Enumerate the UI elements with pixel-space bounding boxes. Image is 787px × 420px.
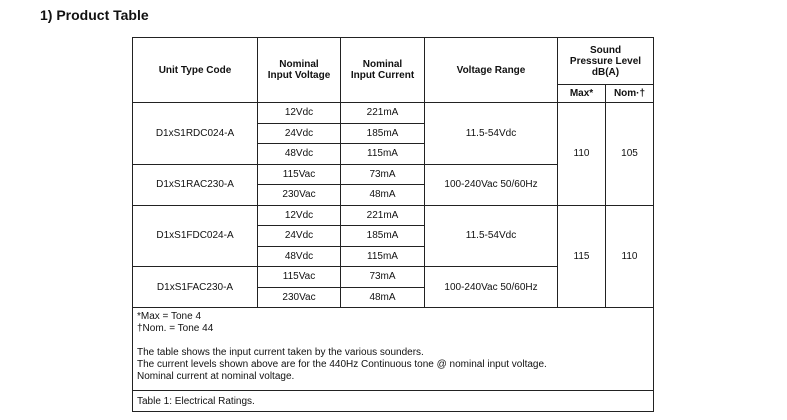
voltage: 115Vac [257,266,341,288]
header-nom: Nom·† [604,84,655,103]
header-nominal-input-current: Nominal Input Current [340,37,425,103]
table-row: 24Vdc 185mA [133,225,654,247]
current: 73mA [340,266,425,288]
section-title: 1) Product Table [40,7,149,23]
voltage-range: 100-240Vac 50/60Hz [424,163,558,206]
current: 73mA [340,163,425,185]
header-unit-type-code: Unit Type Code [132,37,258,103]
note-line-3: Nominal current at nominal voltage. [137,371,295,382]
table-row: D1xS1FDC024-A 12Vdc 221mA 11.5-54Vdc 115… [132,204,655,308]
current: 115mA [340,245,425,267]
unit-code: D1xS1FAC230-A [132,266,258,308]
unit-code: D1xS1RDC024-A [132,102,258,165]
note-line-1: The table shows the input current taken … [137,347,424,358]
table-row: 48Vdc 115mA [133,143,654,165]
header-sound-pressure-level: Sound Pressure Level dB(A) [556,37,655,85]
current: 48mA [340,184,425,206]
current: 185mA [340,225,425,247]
voltage: 115Vac [257,163,341,185]
header-voltage-range: Voltage Range [424,37,558,103]
voltage: 48Vdc [257,245,341,267]
unit-code: D1xS1RAC230-A [132,163,258,206]
table-row: 24Vdc 185mA [133,122,654,144]
voltage: 48Vdc [257,143,341,165]
voltage: 12Vdc [257,204,341,226]
table-row: D1xS1RDC024-A 12Vdc 221mA 11.5-54Vdc 110… [132,102,655,206]
voltage: 24Vdc [257,122,341,144]
product-table: Unit Type Code Nominal Input Voltage Nomi… [131,37,655,412]
table-row: 230Vac 48mA [133,286,654,308]
unit-code: D1xS1FDC024-A [132,204,258,267]
current: 185mA [340,122,425,144]
voltage: 24Vdc [257,225,341,247]
header-nominal-input-voltage: Nominal Input Voltage [257,37,341,103]
current: 221mA [340,102,425,124]
nom-definition: †Nom. = Tone 44 [137,323,214,334]
voltage: 230Vac [257,184,341,206]
voltage-range: 100-240Vac 50/60Hz [424,266,558,308]
voltage-range: 11.5-54Vdc [424,102,558,165]
voltage: 230Vac [257,286,341,308]
current: 115mA [340,143,425,165]
voltage: 12Vdc [257,102,341,124]
note-line-2: The current levels shown above are for t… [137,359,547,370]
current: 221mA [340,204,425,226]
max-definition: *Max = Tone 4 [137,311,202,322]
table-caption: Table 1: Electrical Ratings. [131,390,655,412]
table-row: D1xS1FAC230-A 115Vac 73mA 100-240Vac 50/… [132,266,654,308]
table-notes: *Max = Tone 4 †Nom. = Tone 44 The table … [131,307,655,391]
spl-max: 110 [557,102,606,206]
header-max: Max* [557,84,606,103]
spl-nom: 110 [604,204,655,308]
spl-nom: 105 [604,102,655,206]
current: 48mA [340,286,425,308]
voltage-range: 11.5-54Vdc [424,204,558,267]
table-row: D1xS1RAC230-A 115Vac 73mA 100-240Vac 50/… [132,163,654,206]
spl-max: 115 [557,204,606,308]
